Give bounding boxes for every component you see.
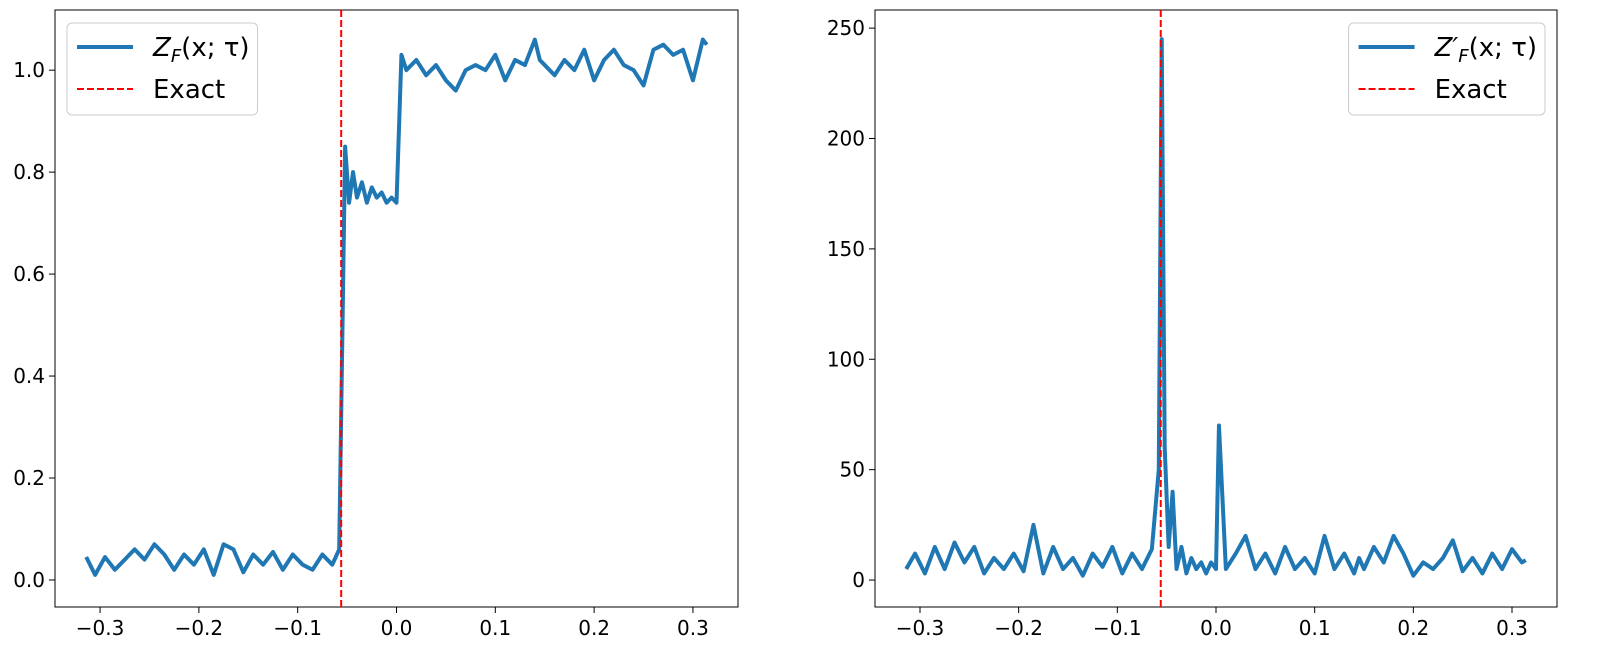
data-line [84,37,709,577]
x-tick-label: −0.1 [1093,616,1142,640]
legend: ZF(x; τ) Exact [66,22,259,116]
x-tick-label: −0.2 [994,616,1043,640]
x-tick-label: 0.3 [1496,616,1528,640]
y-tick-label: 100 [827,347,865,371]
x-tick-label: 0.1 [479,616,511,640]
y-tick-label: 0.0 [13,568,45,592]
y-tick-label: 0 [852,568,865,592]
x-tick-label: 0.0 [1200,616,1232,640]
y-tick-label: 50 [840,458,865,482]
x-tick-label: 0.0 [381,616,413,640]
y-tick-label: 250 [827,16,865,40]
y-tick-label: 0.6 [13,262,45,286]
x-tick-label: 0.1 [1299,616,1331,640]
y-tick-label: 150 [827,237,865,261]
y-tick-label: 200 [827,126,865,150]
legend: Z′F(x; τ) Exact [1348,22,1546,116]
x-tick-label: −0.1 [273,616,322,640]
y-tick-label: 0.8 [13,160,45,184]
x-tick-label: −0.3 [896,616,945,640]
legend-label: ZF(x; τ) [152,33,250,67]
y-tick-label: 1.0 [13,58,45,82]
x-tick-label: 0.2 [578,616,610,640]
x-tick-label: 0.3 [677,616,709,640]
y-tick-label: 0.2 [13,466,45,490]
y-tick-label: 0.4 [13,364,45,388]
legend-label: Exact [153,75,225,105]
legend-label: Z′F(x; τ) [1434,33,1537,67]
x-tick-label: −0.3 [76,616,125,640]
legend-label: Exact [1435,75,1507,105]
x-tick-label: 0.2 [1397,616,1429,640]
data-line [904,37,1527,578]
x-tick-label: −0.2 [175,616,224,640]
